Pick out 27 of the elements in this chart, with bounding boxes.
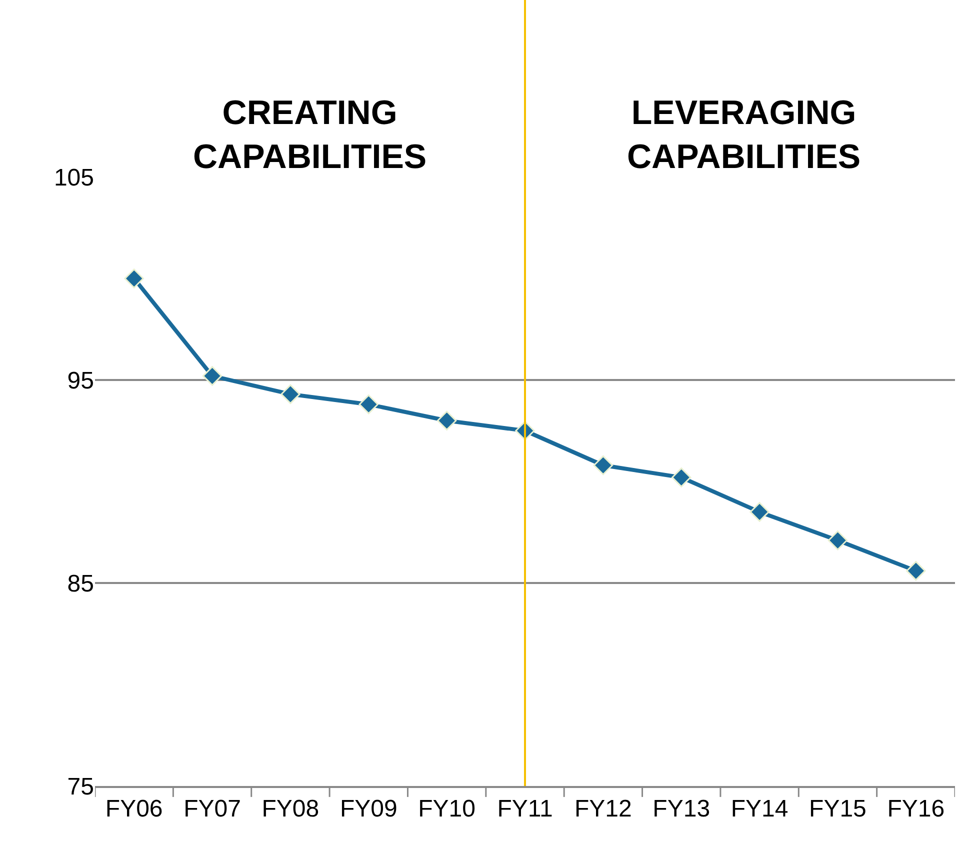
x-tick-label: FY14 bbox=[730, 796, 788, 823]
x-tick-label: FY10 bbox=[418, 796, 476, 823]
y-tick-label: 105 bbox=[54, 164, 94, 192]
point bbox=[828, 530, 848, 550]
x-tick-label: FY12 bbox=[574, 796, 632, 823]
point bbox=[202, 366, 222, 386]
point bbox=[593, 455, 614, 476]
x-tick-label: FY11 bbox=[497, 796, 553, 823]
text: CREATING CAPABILITIES bbox=[193, 94, 427, 176]
x-tick-label: FY16 bbox=[887, 796, 945, 823]
x-tick-label: FY08 bbox=[262, 796, 320, 823]
point bbox=[358, 394, 378, 414]
y-tick-label: 95 bbox=[67, 367, 94, 394]
point bbox=[750, 502, 770, 522]
text: LEVERAGING CAPABILITIES bbox=[627, 94, 861, 176]
point bbox=[672, 468, 692, 488]
x-tick-label: FY15 bbox=[809, 796, 866, 823]
y-tick-label: 75 bbox=[67, 773, 94, 800]
x-tick-label: FY09 bbox=[340, 796, 398, 823]
point bbox=[906, 560, 926, 581]
x-tick-label: FY07 bbox=[184, 796, 241, 823]
point bbox=[436, 410, 457, 430]
y-tick-label: 85 bbox=[67, 570, 94, 598]
x-tick-label: FY06 bbox=[105, 796, 163, 823]
x-tick-label: FY13 bbox=[652, 796, 710, 823]
point bbox=[280, 384, 300, 404]
point bbox=[124, 268, 144, 288]
